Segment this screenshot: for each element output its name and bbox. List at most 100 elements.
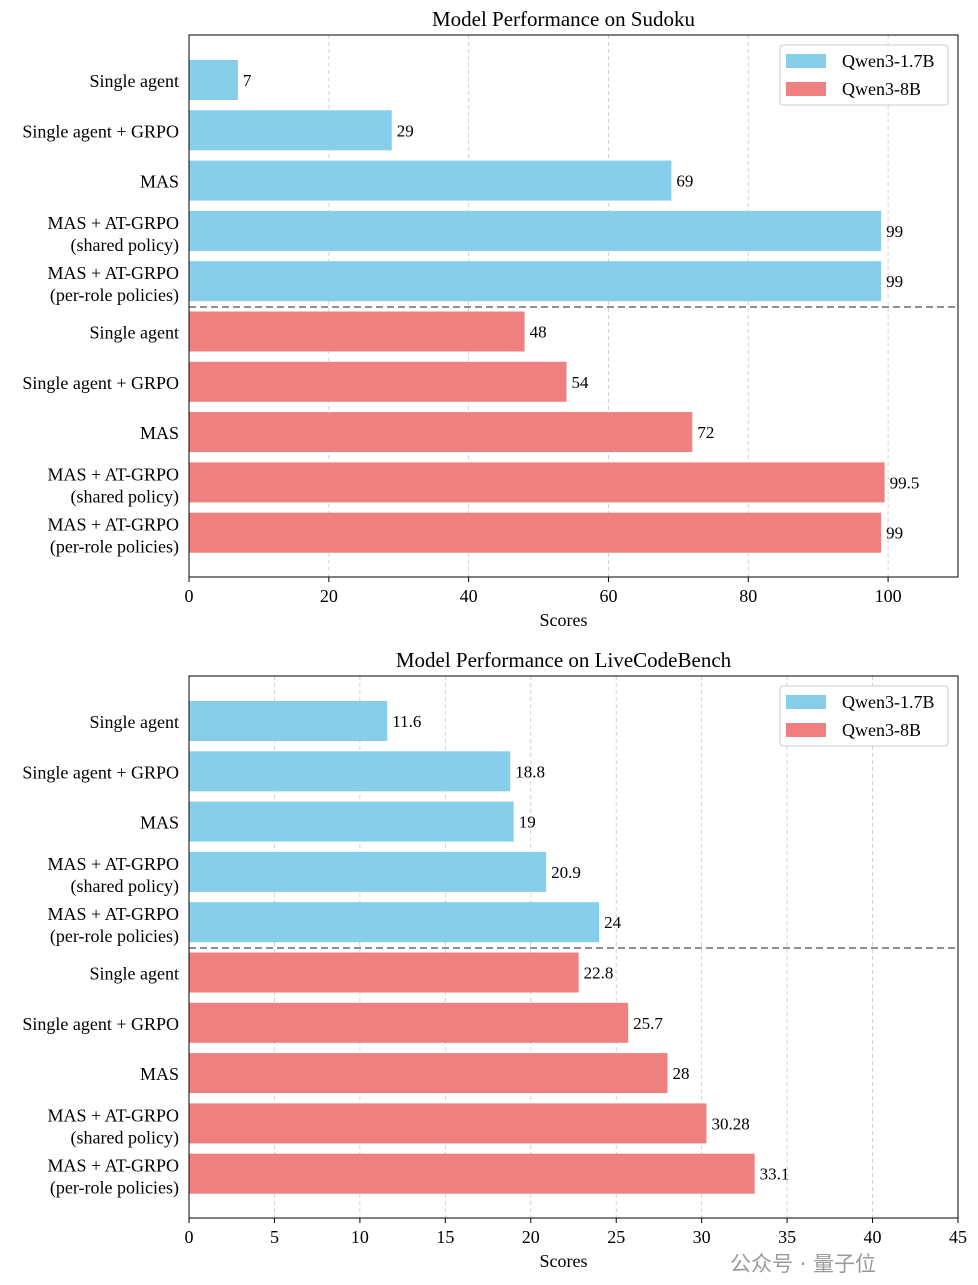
bar xyxy=(189,160,672,201)
legend-label: Qwen3-8B xyxy=(842,79,921,99)
x-tick-label: 40 xyxy=(460,586,478,606)
bar xyxy=(189,902,600,943)
data-label: 72 xyxy=(697,423,714,442)
legend-swatch xyxy=(786,82,826,96)
data-label: 48 xyxy=(530,323,547,342)
x-tick-label: 20 xyxy=(320,586,338,606)
chart-2: 11.6 Single agent 18.8 Single agent + GRPO 1… xyxy=(22,648,967,1271)
data-label: 99 xyxy=(886,222,903,241)
x-tick-label: 80 xyxy=(739,586,757,606)
legend: Qwen3-1.7B Qwen3-8B xyxy=(779,44,949,106)
data-label: 24 xyxy=(604,913,622,932)
category-label: MAS + AT-GRPO xyxy=(47,515,179,535)
bar xyxy=(189,851,547,892)
data-label: 11.6 xyxy=(392,712,421,731)
chart-title: Model Performance on LiveCodeBench xyxy=(396,648,732,672)
plot-frame xyxy=(188,675,959,1219)
legend: Qwen3-1.7B Qwen3-8B xyxy=(779,685,949,747)
category-label: Single agent xyxy=(90,964,179,984)
category-label: (shared policy) xyxy=(71,486,179,507)
category-label: MAS + AT-GRPO xyxy=(47,904,179,924)
bar xyxy=(189,801,514,842)
data-label: 25.7 xyxy=(633,1014,663,1033)
bar xyxy=(189,210,882,251)
x-tick-label: 60 xyxy=(599,586,617,606)
category-label: (shared policy) xyxy=(71,1127,179,1148)
data-label: 18.8 xyxy=(515,762,545,781)
data-label: 19 xyxy=(519,813,536,832)
data-label: 54 xyxy=(572,373,590,392)
x-tick-label: 30 xyxy=(693,1227,711,1247)
legend-swatch xyxy=(786,695,826,709)
category-label: MAS + AT-GRPO xyxy=(47,1105,179,1125)
data-label: 33.1 xyxy=(760,1165,790,1184)
bar xyxy=(189,261,882,302)
x-tick-label: 20 xyxy=(522,1227,540,1247)
data-label: 69 xyxy=(676,172,693,191)
data-label: 7 xyxy=(243,71,252,90)
category-label: MAS xyxy=(140,813,179,833)
category-label: Single agent + GRPO xyxy=(22,121,179,141)
data-label: 22.8 xyxy=(584,964,614,983)
category-label: MAS + AT-GRPO xyxy=(47,213,179,233)
category-label: MAS xyxy=(140,172,179,192)
category-label: (per-role policies) xyxy=(50,926,179,947)
category-label: Single agent xyxy=(90,71,179,91)
category-label: Single agent xyxy=(90,712,179,732)
x-tick-label: 45 xyxy=(949,1227,967,1247)
bar xyxy=(189,952,579,993)
category-label: (per-role policies) xyxy=(50,1178,179,1199)
bar xyxy=(189,462,885,503)
category-label: MAS xyxy=(140,423,179,443)
watermark: 公众号 · 量子位 xyxy=(730,1252,877,1276)
bar xyxy=(189,1002,629,1043)
legend-label: Qwen3-8B xyxy=(842,720,921,740)
bar xyxy=(189,701,388,741)
category-label: Single agent + GRPO xyxy=(22,1014,179,1034)
legend-label: Qwen3-1.7B xyxy=(842,51,935,71)
bar xyxy=(189,512,882,553)
legend-label: Qwen3-1.7B xyxy=(842,692,935,712)
x-tick-label: 10 xyxy=(351,1227,369,1247)
bar xyxy=(189,110,392,151)
x-tick-label: 25 xyxy=(607,1227,625,1247)
x-axis-label: Scores xyxy=(540,1251,588,1271)
x-tick-label: 40 xyxy=(864,1227,882,1247)
category-label: (per-role policies) xyxy=(50,537,179,558)
bar xyxy=(189,751,511,792)
bar xyxy=(189,1103,707,1144)
legend-swatch xyxy=(786,723,826,737)
data-label: 99.5 xyxy=(890,473,920,492)
category-label: MAS + AT-GRPO xyxy=(47,1156,179,1176)
x-tick-label: 15 xyxy=(436,1227,454,1247)
x-tick-label: 100 xyxy=(875,586,902,606)
plot-frame xyxy=(188,34,959,578)
bar xyxy=(189,311,525,352)
bar xyxy=(189,60,238,100)
category-label: MAS xyxy=(140,1064,179,1084)
bar xyxy=(189,412,693,453)
data-label: 28 xyxy=(672,1064,689,1083)
legend-swatch xyxy=(786,54,826,68)
bar xyxy=(189,1053,668,1094)
x-tick-label: 0 xyxy=(185,586,194,606)
x-tick-label: 35 xyxy=(778,1227,796,1247)
category-label: MAS + AT-GRPO xyxy=(47,263,179,283)
category-label: Single agent + GRPO xyxy=(22,762,179,782)
category-label: Single agent xyxy=(90,323,179,343)
data-label: 29 xyxy=(397,121,414,140)
data-label: 99 xyxy=(886,272,903,291)
category-label: (shared policy) xyxy=(71,235,179,256)
data-label: 20.9 xyxy=(551,863,581,882)
category-label: MAS + AT-GRPO xyxy=(47,464,179,484)
bar xyxy=(189,1153,755,1194)
x-tick-label: 5 xyxy=(270,1227,279,1247)
category-label: Single agent + GRPO xyxy=(22,373,179,393)
x-axis-label: Scores xyxy=(540,610,588,630)
category-label: MAS + AT-GRPO xyxy=(47,854,179,874)
data-label: 30.28 xyxy=(711,1114,749,1133)
data-label: 99 xyxy=(886,524,903,543)
chart-title: Model Performance on Sudoku xyxy=(432,7,696,31)
category-label: (per-role policies) xyxy=(50,285,179,306)
